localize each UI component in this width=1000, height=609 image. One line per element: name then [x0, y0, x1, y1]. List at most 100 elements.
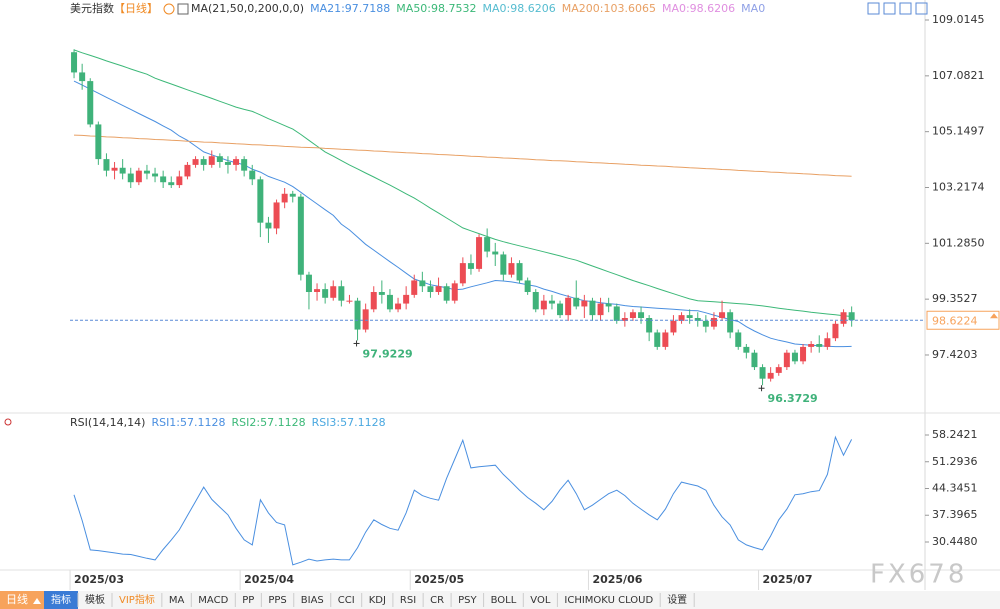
candle-body — [710, 318, 717, 327]
candle-body — [824, 338, 831, 347]
toolbar-tab[interactable]: CCI — [331, 591, 363, 609]
candle-body — [168, 182, 175, 186]
header-text: 【日线】 — [114, 1, 158, 15]
candle-body — [500, 254, 507, 275]
candle-body — [638, 312, 645, 319]
candle-body — [532, 292, 539, 310]
y-tick-label: 30.4480 — [932, 535, 978, 548]
toolbar-tab[interactable]: 设置 — [660, 591, 695, 609]
candle-body — [791, 352, 798, 362]
candle-body — [613, 306, 620, 321]
candle-body — [119, 167, 126, 174]
tab-text: 设置 — [667, 594, 687, 606]
tab-bg — [44, 591, 78, 609]
header-text: MA0:98.6206 — [662, 2, 735, 15]
toolbar-tab[interactable]: BOLL — [484, 591, 524, 609]
candle-body — [702, 320, 709, 327]
tab-text: VIP指标 — [119, 593, 155, 606]
tab-text: BOLL — [491, 595, 517, 606]
candle-body — [427, 286, 434, 293]
candle-body — [152, 173, 159, 177]
last-price-label: 98.6224 — [932, 314, 978, 327]
y-tick-label: 101.2850 — [932, 236, 985, 249]
header-text: MA50:98.7532 — [396, 2, 476, 15]
ma-line — [73, 134, 852, 177]
candle-body — [775, 367, 782, 373]
toolbar-icons — [867, 2, 928, 15]
candle-body — [135, 170, 142, 183]
last-price-pointer — [990, 313, 998, 319]
tab-text: 模板 — [85, 593, 105, 606]
candle-body — [403, 294, 410, 304]
toolbar-tab[interactable]: 模板 — [78, 591, 113, 609]
toolbar-tab[interactable]: BIAS — [294, 591, 332, 609]
y-tick-label: 44.3451 — [932, 481, 978, 494]
candle-body — [346, 300, 353, 302]
icon[interactable] — [915, 2, 928, 15]
toolbar-tab[interactable]: MA — [162, 591, 192, 609]
icon[interactable] — [867, 2, 880, 15]
candle-body — [395, 303, 402, 310]
candle-body — [224, 161, 231, 165]
candle-body — [411, 280, 418, 295]
header-text: MA200:103.6065 — [562, 2, 656, 15]
toolbar-tab[interactable]: 指标 — [44, 591, 79, 609]
toolbar-tab[interactable]: MACD — [191, 591, 236, 609]
candle-body — [492, 251, 499, 255]
y-tick-label: 103.2174 — [932, 180, 985, 193]
x-tick-label: 2025/07 — [763, 573, 813, 586]
icon[interactable] — [899, 2, 912, 15]
toolbar-tab[interactable]: CR — [423, 591, 452, 609]
header-text: RSI1:57.1128 — [151, 416, 225, 429]
candle-body — [646, 318, 653, 333]
period-arrow — [33, 598, 41, 604]
candle-body — [435, 286, 442, 293]
toolbar-tab[interactable]: VIP指标 — [112, 591, 163, 609]
candle-body — [176, 176, 183, 186]
candle-body — [694, 318, 701, 321]
y-tick-label: 51.2936 — [932, 455, 978, 468]
candle-body — [484, 237, 491, 252]
tab-text: MACD — [198, 595, 228, 606]
candle-body — [548, 300, 555, 304]
toolbar-tab[interactable]: RSI — [393, 591, 424, 609]
period-button[interactable] — [0, 591, 44, 609]
toolbar-tab[interactable]: ICHIMOKU CLOUD — [557, 591, 661, 609]
toolbar-tab[interactable]: VOL — [523, 591, 558, 609]
candle-body — [565, 297, 572, 316]
candle-body — [451, 283, 458, 301]
candle-body — [79, 72, 86, 82]
candle-body — [621, 318, 628, 321]
candle-body — [143, 170, 150, 174]
candle-body — [605, 303, 612, 307]
low-label: 97.9229 — [363, 347, 413, 360]
y-tick-label: 99.3527 — [932, 292, 978, 305]
candle-body — [386, 294, 393, 310]
candle-body — [727, 312, 734, 333]
toolbar-bg — [0, 591, 1000, 609]
candle-body — [322, 289, 329, 298]
candle-body — [305, 274, 312, 293]
candle-body — [654, 332, 661, 347]
icon — [4, 418, 12, 426]
tab-text: PPS — [268, 595, 286, 606]
candle-body — [459, 263, 466, 284]
candle-body — [573, 297, 580, 307]
header-text: MA(21,50,0,200,0,0) — [191, 2, 304, 15]
candle-body — [783, 352, 790, 368]
x-tick-label: 2025/04 — [244, 573, 294, 586]
candle-body — [362, 309, 369, 330]
toolbar-tab[interactable]: KDJ — [362, 591, 394, 609]
toolbar-tab[interactable]: PSY — [451, 591, 485, 609]
tab-text: RSI — [400, 595, 416, 606]
candle-body — [273, 202, 280, 229]
candle-body — [589, 300, 596, 316]
candle-body — [184, 164, 191, 177]
toolbar-tab[interactable]: PP — [235, 591, 262, 609]
toolbar-tab[interactable]: PPS — [261, 591, 295, 609]
icon[interactable] — [883, 2, 896, 15]
candle-body — [95, 124, 102, 160]
candle-body — [557, 303, 564, 316]
